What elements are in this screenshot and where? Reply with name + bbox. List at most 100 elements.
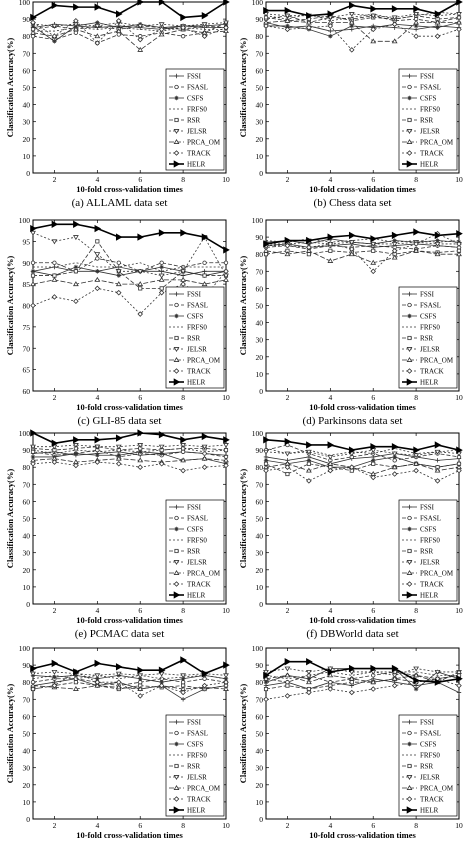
data-point-jelsr xyxy=(263,670,269,675)
data-point-prca-om xyxy=(137,686,144,691)
data-point-prca-om xyxy=(327,258,334,263)
data-point-prca-om xyxy=(305,19,312,25)
legend-entry: TRACK xyxy=(187,368,211,376)
legend-marker xyxy=(406,806,414,814)
data-point-track xyxy=(434,33,441,39)
data-point-jelsr xyxy=(72,443,79,448)
x-tick-label: 6 xyxy=(138,175,142,184)
y-tick-label: 70 xyxy=(23,695,31,704)
series-line-fssi xyxy=(265,453,460,465)
y-tick-label: 90 xyxy=(23,446,31,455)
data-point-helr xyxy=(137,233,145,241)
legend-entry: PRCA_OM xyxy=(420,139,454,147)
data-point-helr xyxy=(413,5,420,13)
legend-entry: FRFS0 xyxy=(420,537,440,545)
data-point-helr xyxy=(284,658,292,666)
data-point-track xyxy=(349,689,355,696)
data-point-track xyxy=(456,467,462,474)
data-point-prca-om xyxy=(413,460,420,466)
y-tick-label: 10 xyxy=(256,798,264,807)
data-point-jelsr xyxy=(413,666,420,672)
chart-panel-5: 0 10 20 30 40 50 60 70 80 90 100 2 4 6 8 10 10-fold cros… xyxy=(238,429,463,640)
data-point-helr xyxy=(51,439,59,447)
data-point-prca-om xyxy=(413,247,420,253)
legend-marker xyxy=(407,84,412,90)
y-tick-label: 0 xyxy=(259,600,263,609)
legend-entry: HELR xyxy=(420,592,439,600)
data-point-csfs xyxy=(435,25,440,30)
data-point-track xyxy=(158,461,165,467)
x-tick-label: 10 xyxy=(222,821,230,830)
y-tick-label: 90 xyxy=(23,15,31,24)
legend-entry: TRACK xyxy=(420,581,444,589)
y-tick-label: 30 xyxy=(23,549,31,558)
legend-marker xyxy=(174,504,179,510)
y-axis-label: Classification Accuracy(%) xyxy=(238,469,248,569)
legend-marker xyxy=(174,313,179,319)
legend-marker xyxy=(174,302,179,308)
series-line-rsr xyxy=(33,240,226,289)
data-point-jelsr xyxy=(51,239,58,245)
data-point-prca-om xyxy=(370,259,377,265)
legend-entry: JELSR xyxy=(420,774,440,782)
x-tick-label: 4 xyxy=(328,393,332,402)
data-point-prca-om xyxy=(72,686,79,691)
legend-marker xyxy=(406,150,413,156)
data-point-prca-om xyxy=(94,682,101,688)
series-line-fsasl xyxy=(32,449,227,458)
legend-marker xyxy=(173,378,181,386)
data-point-jelsr xyxy=(137,443,144,448)
legend: FSSI FSASL CSFS FRFS0 RSR JELSR PRCA_OM TRACK HE… xyxy=(165,499,225,602)
series-line-helr xyxy=(32,1,227,19)
data-point-csfs xyxy=(52,674,57,680)
data-point-fsasl xyxy=(202,260,207,265)
y-axis-label: Classification Accuracy(%) xyxy=(238,684,248,784)
data-point-track xyxy=(94,285,101,292)
data-point-helr xyxy=(115,233,123,241)
data-point-prca-om xyxy=(370,679,377,685)
data-point-prca-om xyxy=(137,457,144,463)
data-point-csfs xyxy=(306,676,312,681)
x-tick-label: 2 xyxy=(53,175,57,184)
data-point-helr xyxy=(434,10,442,18)
x-tick-label: 10 xyxy=(222,175,230,184)
x-tick-label: 2 xyxy=(286,175,290,184)
y-tick-label: 30 xyxy=(256,336,264,345)
series-line-track xyxy=(32,461,227,472)
series-line-helr xyxy=(266,1,460,17)
data-point-jelsr xyxy=(223,673,229,679)
data-point-jelsr xyxy=(263,449,269,455)
legend-entry: RSR xyxy=(420,763,434,771)
data-point-prca-om xyxy=(158,31,165,37)
data-point-track xyxy=(327,23,334,29)
x-tick-label: 6 xyxy=(138,606,142,615)
data-point-helr xyxy=(51,1,59,10)
series-line-jelsr xyxy=(265,13,460,18)
data-point-helr xyxy=(391,5,399,13)
y-tick-label: 100 xyxy=(19,216,31,225)
legend-entry: TRACK xyxy=(187,581,211,589)
legend-marker xyxy=(173,368,180,374)
series-line-track xyxy=(266,233,460,272)
data-point-prca-om xyxy=(94,33,101,39)
x-axis-label: 10-fold cross-validation times xyxy=(309,830,416,840)
data-point-helr xyxy=(348,1,356,10)
data-point-csfs xyxy=(285,23,290,29)
data-point-csfs xyxy=(349,23,354,29)
data-point-prca-om xyxy=(305,467,312,473)
legend: FSSI FSASL CSFS FRFS0 RSR JELSR PRCA_OM TRACK HE… xyxy=(165,286,225,389)
data-point-jelsr xyxy=(327,666,334,672)
data-point-csfs xyxy=(116,453,121,458)
data-point-prca-om xyxy=(201,281,208,287)
data-point-prca-om xyxy=(348,19,355,25)
data-point-fssi xyxy=(456,690,462,695)
legend-marker xyxy=(407,117,412,123)
data-point-prca-om xyxy=(305,247,312,253)
data-point-prca-om xyxy=(391,38,398,44)
legend-marker xyxy=(406,785,413,790)
data-point-jelsr xyxy=(115,444,122,450)
y-tick-label: 50 xyxy=(23,84,31,93)
legend-entry: JELSR xyxy=(420,559,440,567)
x-axis-label: 10-fold cross-validation times xyxy=(309,615,416,625)
series-line-fsasl xyxy=(265,245,460,250)
